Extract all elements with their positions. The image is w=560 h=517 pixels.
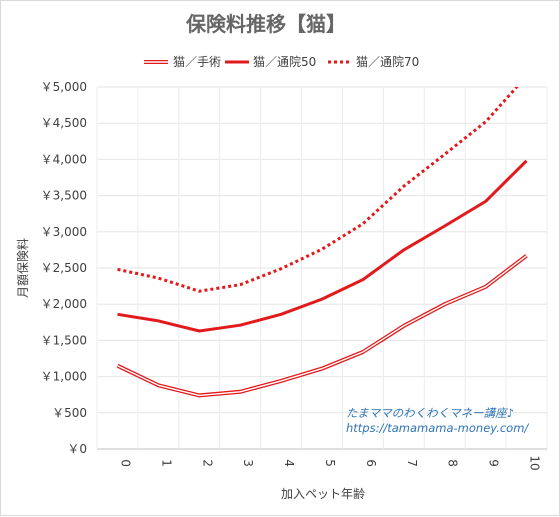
- x-tick-label: 7: [405, 459, 419, 467]
- x-tick-label: 4: [282, 459, 296, 467]
- y-tick-label: ￥2,000: [41, 297, 87, 311]
- x-tick-label: 9: [487, 459, 501, 467]
- chart-grid: [96, 86, 548, 450]
- legend-label: 猫／手術: [173, 55, 221, 69]
- x-tick-label: 2: [200, 459, 214, 467]
- watermark-url: https://tamamama-money.com/: [346, 421, 529, 435]
- legend-item: 猫／通院70: [328, 55, 419, 69]
- y-tick-label: ￥500: [52, 406, 87, 420]
- chart-title: 保険料推移【猫】: [185, 12, 346, 36]
- x-tick-label: 3: [241, 459, 255, 467]
- y-axis-ticks: ￥0 ￥500 ￥1,000 ￥1,500 ￥2,000 ￥2,500 ￥3,000 ￥3,5…: [41, 80, 87, 456]
- series-line-2: [117, 159, 528, 333]
- legend-label: 猫／通院50: [253, 55, 316, 69]
- legend-item: 猫／通院50: [225, 55, 316, 69]
- x-tick-label: 6: [364, 459, 378, 467]
- x-tick-label: 10: [528, 455, 542, 470]
- y-tick-label: ￥3,000: [41, 225, 87, 239]
- legend-item: 猫／手術: [144, 55, 221, 69]
- series-line-inner: [117, 255, 527, 397]
- x-tick-label: 8: [446, 459, 460, 467]
- y-tick-label: ￥0: [67, 442, 87, 456]
- y-tick-label: ￥4,000: [41, 152, 87, 166]
- legend-label: 猫／通院70: [356, 55, 419, 69]
- chart-legend: 猫／手術 猫／通院50 猫／通院70: [144, 55, 419, 69]
- y-tick-label: ￥5,000: [41, 80, 87, 94]
- watermark-title: たまママのわくわくマネー講座♪: [346, 406, 514, 420]
- y-axis-label: 月額保険料: [16, 238, 30, 298]
- y-tick-label: ￥4,500: [41, 116, 87, 130]
- x-tick-label: 0: [118, 459, 132, 467]
- series-line-path: [117, 159, 528, 333]
- x-axis-label: 加入ペット年齢: [281, 486, 365, 501]
- y-tick-label: ￥2,500: [41, 261, 87, 275]
- x-axis-ticks: 0 1 2 3 4 5 6 7 8 9 10: [118, 455, 541, 470]
- x-tick-label: 5: [323, 459, 337, 467]
- y-tick-label: ￥1,500: [41, 333, 87, 347]
- y-tick-label: ￥1,000: [41, 370, 87, 384]
- chart-series-lines: [116, 87, 528, 398]
- y-tick-label: ￥3,500: [41, 189, 87, 203]
- series-line-1: [116, 254, 528, 398]
- x-tick-label: 1: [159, 459, 173, 467]
